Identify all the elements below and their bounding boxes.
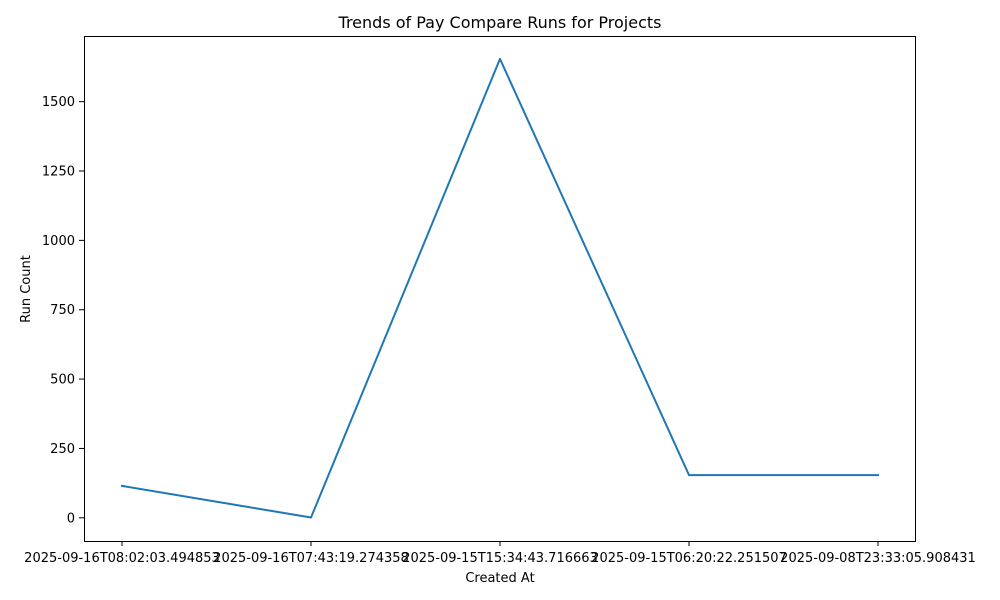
y-tick-label: 750	[50, 303, 75, 318]
x-axis-label: Created At	[465, 571, 534, 586]
y-tick-label: 0	[67, 511, 75, 526]
y-tick-label: 250	[50, 442, 75, 457]
x-tick-label: 2025-09-16T08:02:03.494853	[24, 551, 220, 566]
chart-title: Trends of Pay Compare Runs for Projects	[338, 13, 662, 32]
x-axis: 2025-09-16T08:02:03.4948532025-09-16T07:…	[24, 541, 976, 566]
y-tick-label: 500	[50, 373, 75, 388]
y-axis: 0 250 500 750 1000 1250 1500	[42, 95, 84, 526]
x-tick-label: 2025-09-15T06:20:22.251507	[591, 551, 787, 566]
x-tick-label: 2025-09-16T07:43:19.274358	[213, 551, 409, 566]
y-axis-label: Run Count	[19, 255, 34, 323]
series-line	[120, 57, 879, 519]
series-layer	[120, 57, 879, 519]
y-tick-label: 1000	[42, 234, 75, 249]
x-tick-label: 2025-09-08T23:33:05.908431	[780, 551, 976, 566]
y-tick-label: 1250	[42, 165, 75, 180]
x-tick-label: 2025-09-15T15:34:43.716663	[402, 551, 598, 566]
plot-area-frame	[84, 36, 916, 542]
y-tick-label: 1500	[42, 95, 75, 110]
